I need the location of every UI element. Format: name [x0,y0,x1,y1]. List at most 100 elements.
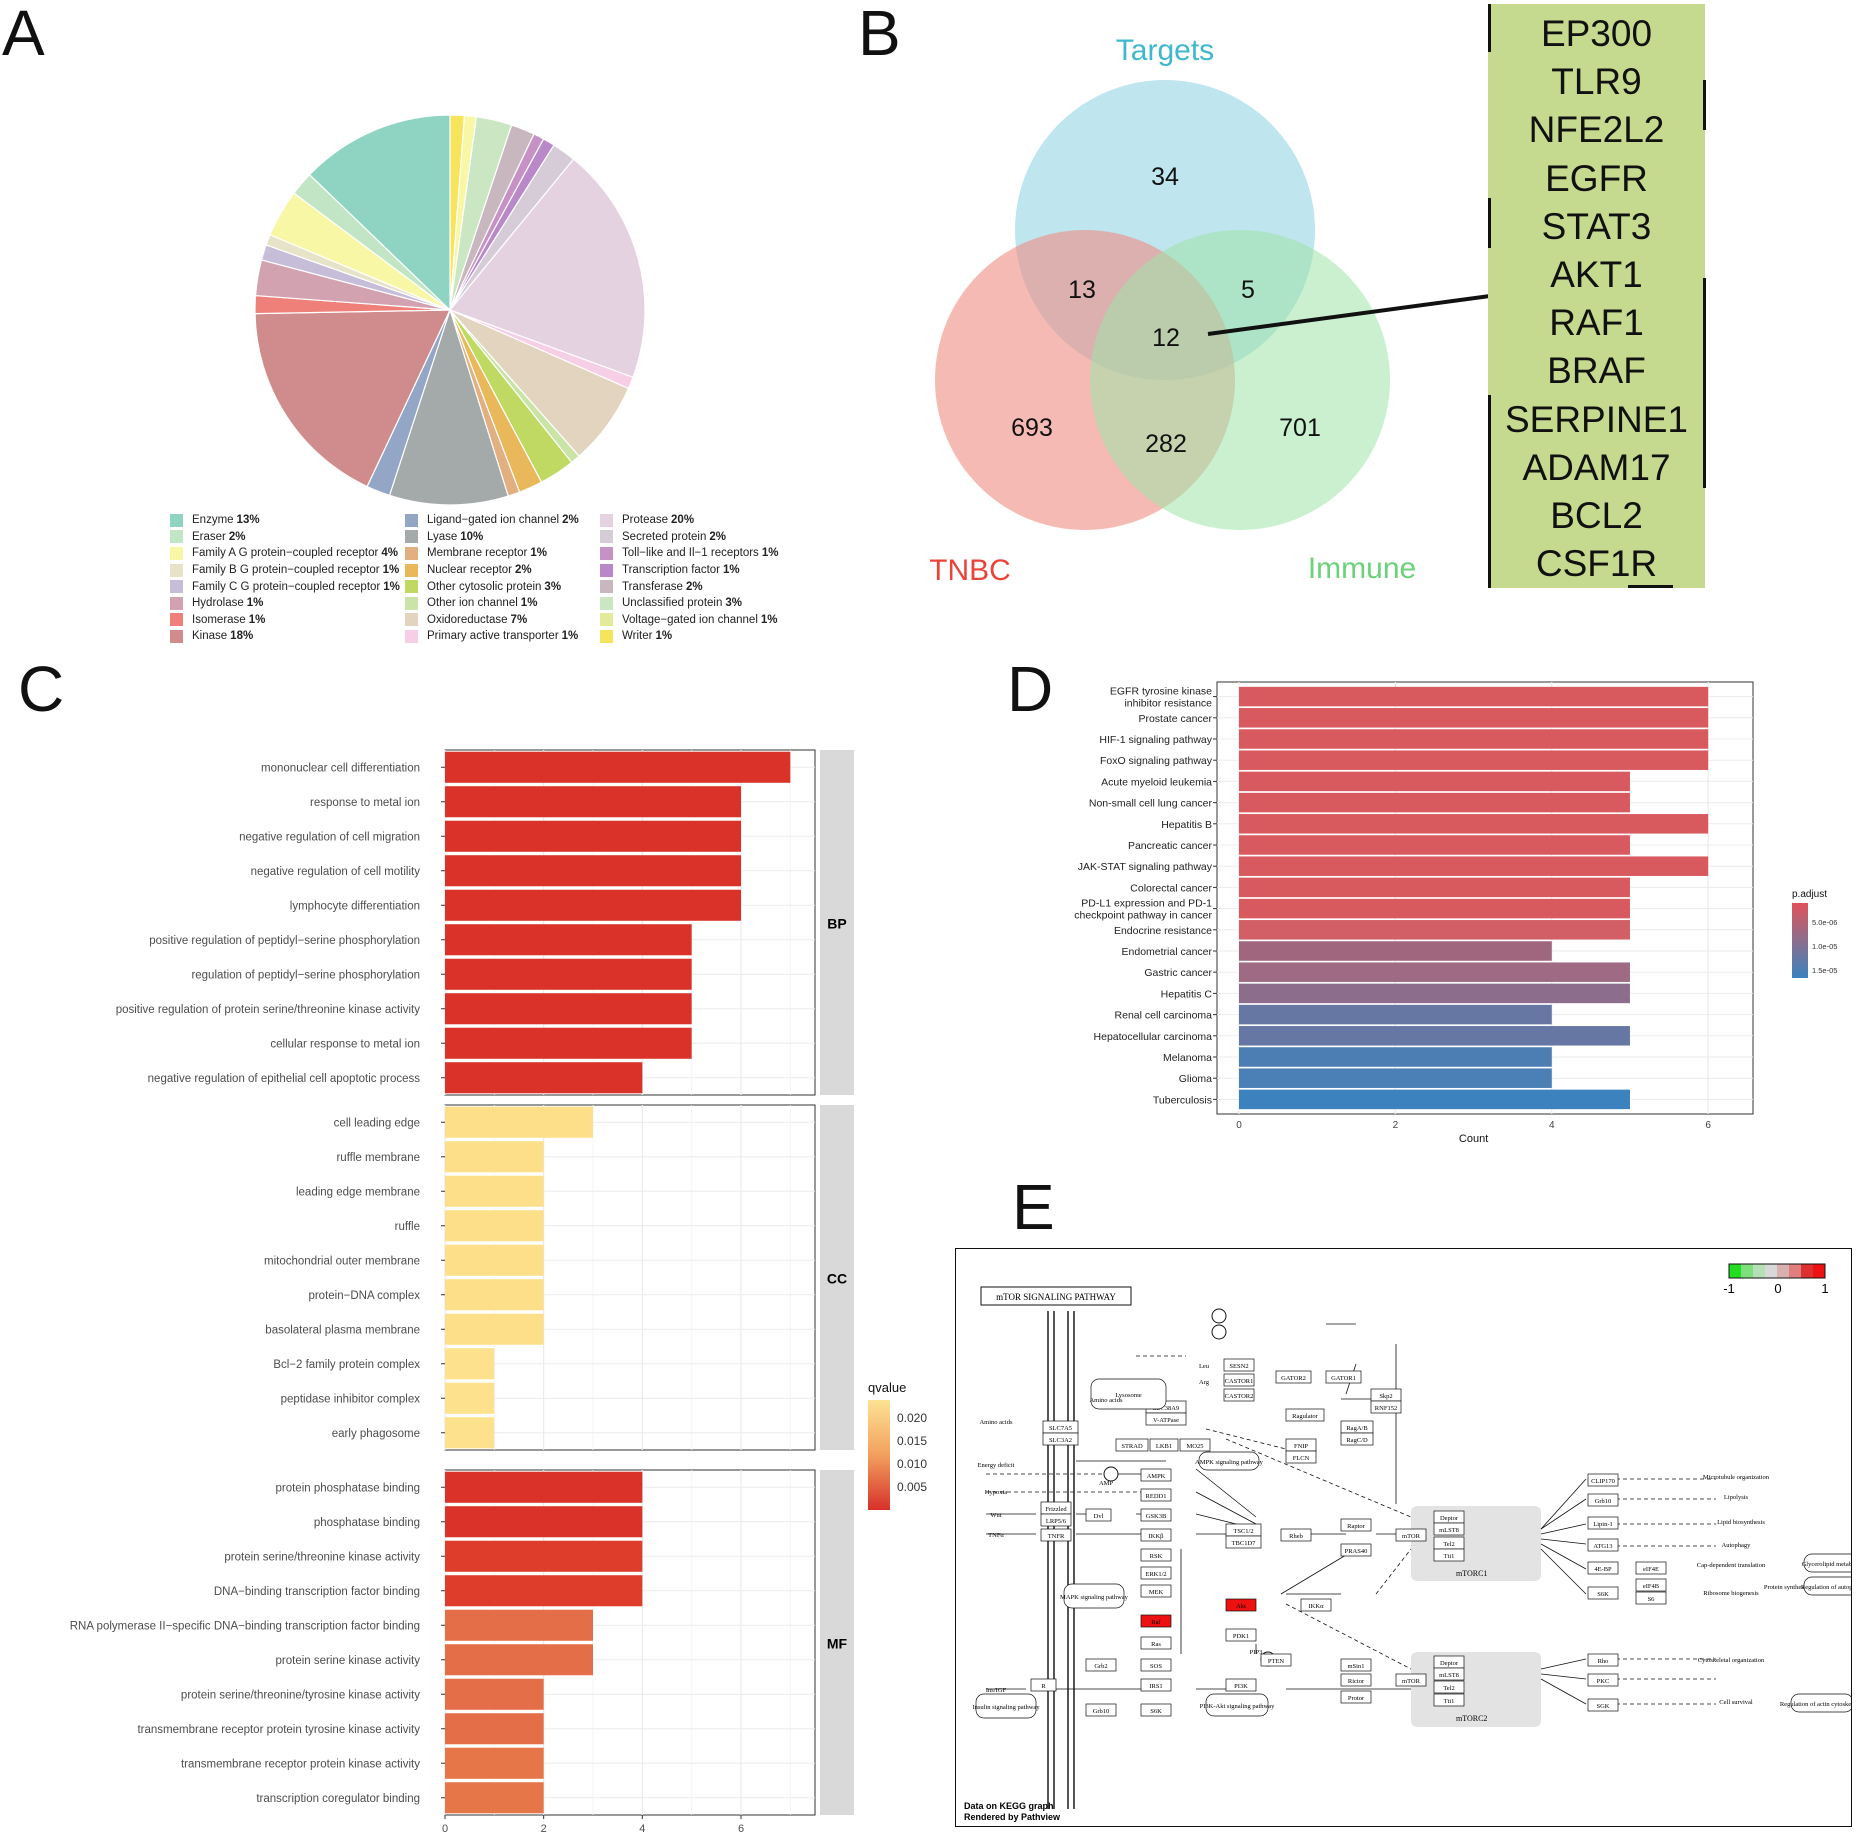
pathway-node-raptor [1340,1518,1372,1532]
kegg-bar [1239,792,1630,813]
legend-swatch [170,563,183,577]
x-tick-label: 0 [1236,1120,1242,1131]
gene-list: EP300 TLR9 NFE2L2 EGFR STAT3 AKT1 RAF1 BRAF SERP… [1488,10,1705,588]
legend-item: Secreted protein 2% [600,529,778,546]
pathway-node-irs1 [1140,1678,1172,1692]
gene-item: RAF1 [1549,302,1644,344]
pathway-label-glyc: Glycerolipid metabolism [1802,1561,1851,1568]
legend-swatch [600,563,613,577]
legend-label: Kinase [192,630,228,643]
pathway-node-lrp5 [1040,1513,1072,1527]
pathway-label-cell: Cell survival [1719,1699,1753,1706]
go-bar [445,855,741,887]
go-category-label: mononuclear cell differentiation [261,762,420,774]
go-category-label: regulation of peptidyl−serine phosphoryl… [191,969,420,981]
go-category-label: DNA−binding transcription factor binding [214,1586,420,1598]
facet-label: BP [827,916,846,932]
legend-swatch [405,629,418,643]
pathway-node-r [1030,1678,1057,1692]
pathway-node-label: IKKβ [1149,1533,1165,1540]
kegg-bar [1239,771,1630,792]
pathway-node-ras [1140,1636,1172,1650]
legend-item: Family C G protein−coupled receptor 1% [170,578,400,595]
legend-percent: 2% [228,530,246,543]
legend-swatch [600,546,613,560]
go-bar [445,1713,544,1745]
venn-label-immune: Immune [1308,552,1416,585]
pathway-node-pkc [1587,1673,1619,1687]
go-category-label: negative regulation of epithelial cell a… [148,1073,421,1085]
gene-item: AKT1 [1550,253,1643,295]
legend-swatch [170,513,183,527]
legend-percent: 1% [561,630,579,643]
kegg-category-label: Colorectal cancer [1130,882,1212,894]
kegg-bar [1239,1004,1552,1025]
legend-percent: 1% [382,564,400,577]
pathway-label-ribo: Ribosome biogenesis [1703,1590,1759,1597]
pathway-node-s6k [1140,1703,1172,1717]
go-bar [445,786,741,818]
pathway-node-atg13 [1587,1538,1619,1552]
pathway-node-label: Tel2 [1443,1685,1454,1692]
kegg-category-label: Hepatocellular carcinoma [1094,1031,1213,1043]
go-bar [445,1175,544,1207]
gene-item: EGFR [1545,157,1648,199]
go-bar [445,1062,643,1094]
pathway-node-label: Lipin-1 [1593,1521,1613,1528]
go-bar [445,958,692,990]
kegg-category-label: Endocrine resistance [1114,925,1212,937]
pathway-node-mlst8 [1433,1522,1465,1536]
kegg-category-label: EGFR tyrosine kinase [1110,686,1212,698]
gene-item: STAT3 [1541,205,1652,247]
kegg-bar [1239,941,1552,961]
pathway-node-label: TNFR [1048,1533,1065,1540]
pathway-node-label: V-ATPase [1153,1417,1179,1424]
pathway-link-mapk [1063,1583,1125,1609]
pathway-node-slc3a2 [1042,1432,1079,1446]
venn-count-tnbc-only: 693 [1011,414,1053,442]
gene-item: BCL2 [1550,494,1643,536]
scale-label-mid: 0 [1774,1281,1781,1296]
pathway-node-label: Protor [1348,1695,1365,1702]
kegg-category-label: JAK-STAT signaling pathway [1078,861,1213,873]
go-category-label: negative regulation of cell motility [251,866,421,878]
x-axis-title: Count [611,1838,648,1840]
pathway-node-tbc1d7 [1225,1535,1262,1549]
pathway-label-mt: Microtubule organization [1703,1474,1770,1481]
kegg-bar [1239,1026,1630,1046]
pathway-node-label: GSK3B [1146,1513,1167,1520]
facet-strip [820,1105,854,1450]
legend-percent: 10% [460,530,484,543]
legend-label: Family C G protein−coupled receptor [192,580,381,593]
node-mtorc1: mTORC1 [1456,1569,1487,1578]
scale-label-max: 1 [1821,1281,1828,1296]
bracket-mark [1488,4,1491,52]
pathway-link-insulin [975,1693,1037,1719]
bracket-mark [1488,198,1491,248]
pathway-node-rheb [1280,1528,1312,1542]
pathway-node-lkb1 [1149,1438,1179,1452]
legend-item: Transferase 2% [600,578,778,595]
pathway-node-label: ERK1/2 [1145,1571,1166,1578]
pie-legend-col-2: Ligand−gated ion channel 2% Lyase 10% Membra… [405,512,579,645]
go-bar [445,889,741,921]
pathway-node-pi3k [1225,1678,1257,1692]
pathway-node-gator1 [1325,1370,1362,1384]
pathway-label-amino_acids_l: Amino acids [979,1419,1013,1426]
legend-title: p.adjust [1792,889,1827,900]
pathway-node-s6k1 [1587,1586,1619,1600]
pathway-node-label: Grb2 [1094,1663,1107,1670]
pathway-node-rho [1587,1653,1619,1667]
gene-item: NFE2L2 [1528,109,1665,151]
pathway-node-label: Raptor [1347,1523,1366,1530]
legend-item: Oxidoreductase 7% [405,612,579,629]
pathway-label-arg: Arg [1199,1379,1210,1386]
pathway-node-s6 [1635,1591,1667,1605]
pathway-node-raf [1140,1614,1172,1628]
pathway-node-grb2 [1085,1658,1117,1672]
pathway-node-tti1 [1433,1548,1465,1562]
pathway-node-rictor [1340,1673,1372,1687]
legend-label: Oxidoreductase [427,613,508,626]
facet-strip [820,1470,854,1815]
legend-percent: 2% [515,564,532,577]
